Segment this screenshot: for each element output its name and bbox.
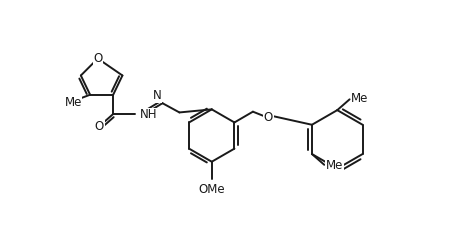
Text: O: O — [93, 52, 102, 65]
Text: O: O — [95, 120, 104, 133]
Text: Me: Me — [64, 96, 82, 109]
Text: Me: Me — [351, 92, 368, 105]
Text: OMe: OMe — [198, 183, 225, 195]
Text: NH: NH — [140, 108, 157, 121]
Text: O: O — [264, 111, 273, 124]
Text: Me: Me — [326, 159, 343, 172]
Text: N: N — [153, 90, 162, 102]
